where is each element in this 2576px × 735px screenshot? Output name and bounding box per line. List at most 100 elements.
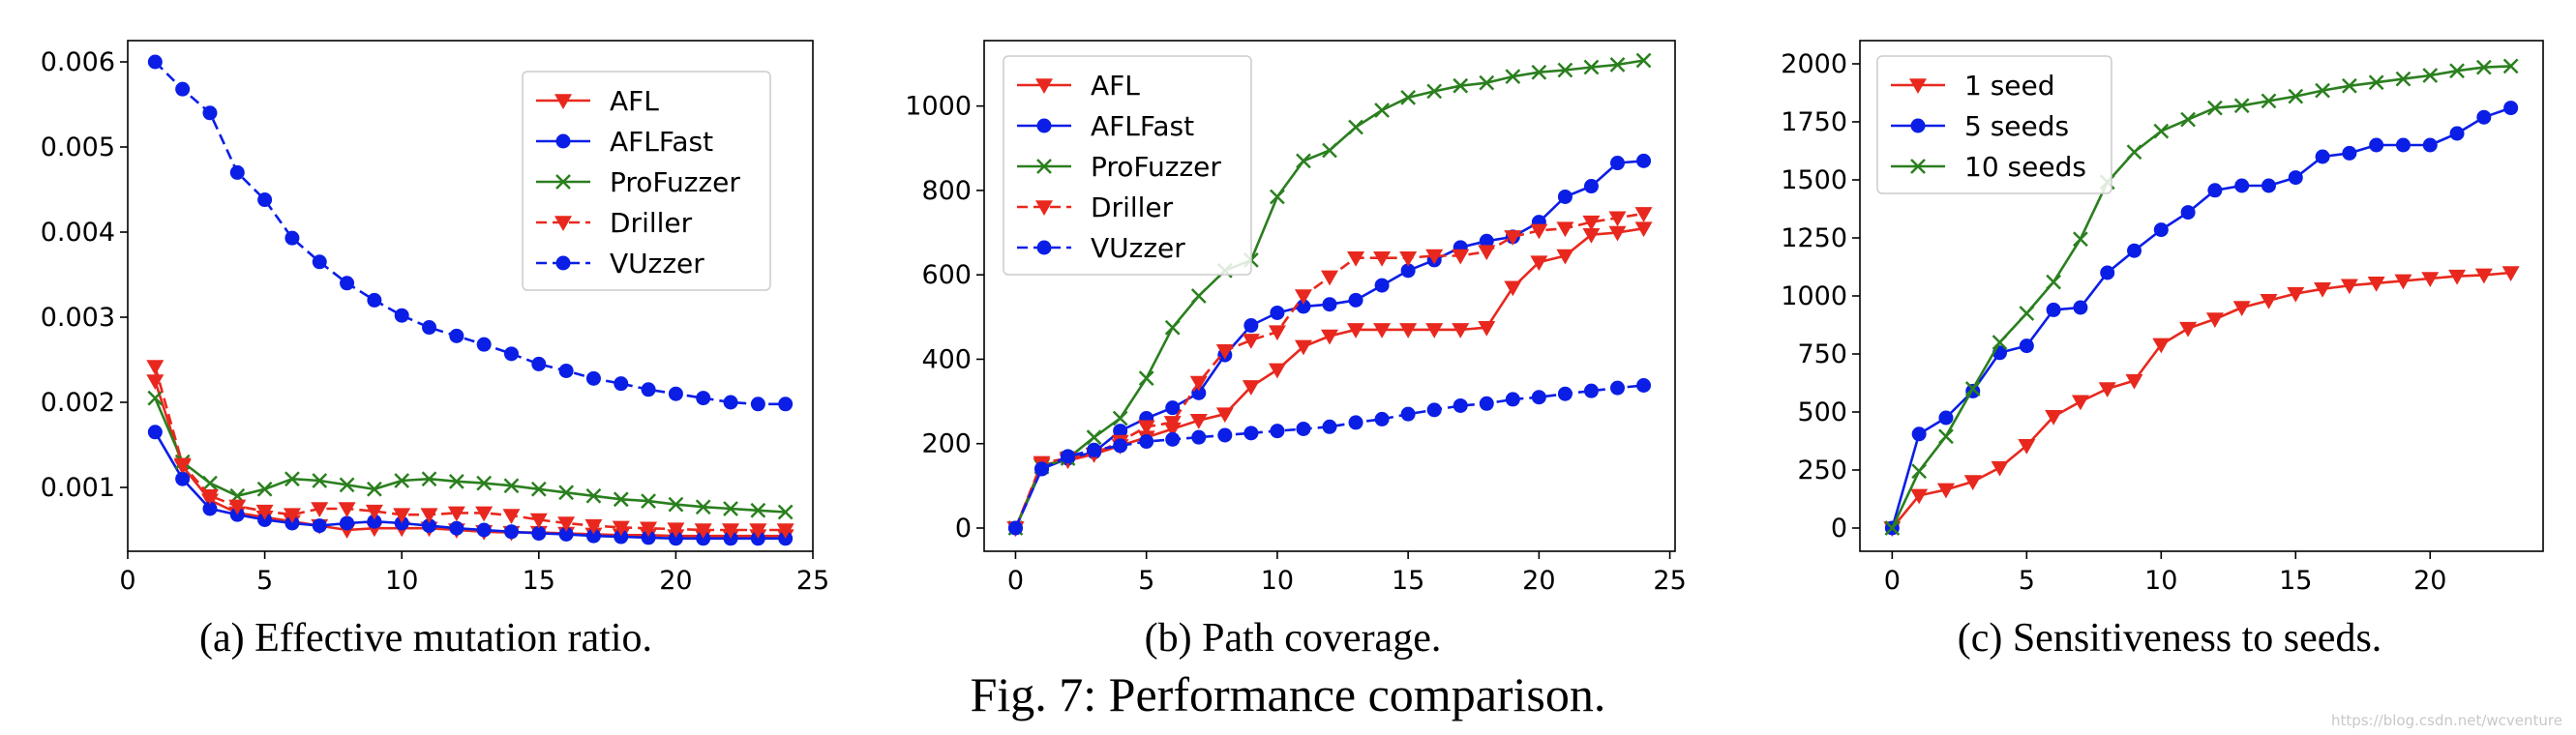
data-point-1-seed [2018, 439, 2036, 455]
data-point-vuzzer [531, 356, 547, 371]
data-point-vuzzer [614, 376, 629, 392]
legend-marker-profuzzer [555, 174, 571, 190]
data-point-profuzzer [1609, 56, 1626, 73]
data-point-driller [667, 522, 685, 539]
data-point-5-seeds [1911, 426, 1927, 442]
data-point-driller [1425, 249, 1444, 265]
data-point-1-seed [2394, 274, 2412, 290]
legend-label-vuzzer: VUzzer [1091, 232, 1185, 264]
legend-marker-aflfast [1036, 118, 1052, 133]
x-tick-label: 0 [119, 566, 135, 596]
data-point-profuzzer [585, 487, 602, 504]
data-point-driller [1634, 207, 1653, 222]
series-line-10-seeds [1891, 65, 2511, 529]
data-point-vuzzer [422, 320, 437, 336]
data-point-aflfast [1348, 292, 1363, 308]
data-point-driller [722, 523, 740, 539]
data-point-10-seeds [2180, 111, 2196, 128]
data-point-vuzzer [1322, 419, 1337, 434]
data-point-10-seeds [1938, 428, 1954, 445]
data-point-aflfast [1557, 189, 1573, 204]
data-point-10-seeds [2315, 82, 2330, 99]
x-tick-label: 15 [2279, 566, 2312, 596]
figure-caption: Fig. 7: Performance comparison. [971, 667, 1606, 721]
legend-marker-afl [554, 94, 572, 109]
series-profuzzer [147, 390, 794, 520]
y-tick-label: 1000 [1781, 281, 1847, 311]
data-point-aflfast [1296, 299, 1311, 314]
data-point-afl [1582, 227, 1601, 244]
data-point-aflfast [449, 520, 464, 536]
watermark: https://blog.csdn.net/wcventure [2331, 712, 2562, 729]
legend-label-driller: Driller [610, 207, 693, 239]
data-point-5-seeds [1938, 410, 1954, 426]
data-point-driller [1373, 250, 1392, 267]
data-point-driller [749, 523, 767, 539]
data-point-afl [1242, 380, 1260, 396]
legend-marker-driller [1035, 200, 1053, 216]
y-tick-label: 0.004 [41, 218, 115, 248]
x-tick-label: 25 [1653, 566, 1686, 596]
data-point-1-seed [1991, 460, 2009, 477]
data-point-vuzzer [449, 328, 464, 343]
data-point-profuzzer [1531, 64, 1547, 80]
y-tick-label: 0 [1831, 514, 1847, 544]
data-point-vuzzer [1426, 402, 1442, 418]
legend-label-1-seed: 1 seed [1964, 70, 2055, 102]
data-point-aflfast [422, 518, 437, 534]
chart-path-coverage: 0 5 10 15 20 25 0 200 400 600 800 1000 AFL AFLFast Pro… [905, 40, 1687, 596]
data-point-profuzzer [750, 502, 766, 518]
data-point-profuzzer [1322, 142, 1337, 159]
legend-marker-profuzzer [1036, 159, 1052, 174]
legend-label-vuzzer: VUzzer [610, 248, 704, 279]
series-line-aflfast [154, 431, 786, 541]
series-vuzzer [147, 54, 794, 412]
y-tick-label: 0.005 [41, 132, 115, 162]
data-point-5-seeds [2369, 137, 2384, 153]
data-point-5-seeds [2342, 145, 2357, 161]
data-point-driller [1268, 325, 1286, 341]
data-point-vuzzer [1453, 397, 1468, 413]
legend-marker-aflfast [555, 133, 571, 149]
x-tick-label: 20 [659, 566, 692, 596]
data-point-afl [1634, 221, 1653, 238]
data-point-driller [475, 506, 494, 522]
data-point-profuzzer [1296, 153, 1311, 169]
data-point-vuzzer [558, 363, 574, 378]
data-point-5-seeds [2127, 243, 2142, 258]
y-tick-label: 0.006 [41, 47, 115, 77]
data-point-driller [393, 508, 411, 524]
data-point-vuzzer [1479, 396, 1494, 411]
data-point-vuzzer [696, 391, 711, 406]
data-point-aflfast [175, 471, 191, 486]
data-point-vuzzer [175, 81, 191, 97]
data-point-1-seed [2232, 301, 2251, 316]
data-point-driller [1556, 221, 1574, 238]
data-point-aflfast [1583, 179, 1599, 194]
series-line-afl [154, 380, 786, 538]
data-point-profuzzer [1270, 189, 1285, 205]
x-tick-label: 10 [385, 566, 418, 596]
data-point-profuzzer [1583, 59, 1600, 75]
data-point-afl [1530, 255, 1548, 272]
data-point-5-seeds [2476, 109, 2492, 125]
data-point-driller [283, 508, 301, 524]
legend-label-aflfast: AFLFast [610, 126, 713, 158]
data-point-profuzzer [530, 481, 547, 497]
data-point-10-seeds [2449, 63, 2465, 79]
data-point-10-seeds [2502, 58, 2519, 74]
series-line-1-seed [1891, 271, 2511, 529]
data-point-vuzzer [229, 164, 245, 180]
data-point-profuzzer [1400, 90, 1417, 105]
data-point-5-seeds [2153, 222, 2169, 238]
data-point-driller [447, 506, 465, 522]
data-point-10-seeds [1911, 463, 1928, 480]
data-point-driller [1582, 215, 1601, 231]
data-point-vuzzer [750, 397, 765, 412]
data-point-driller [612, 520, 630, 537]
data-point-10-seeds [2475, 59, 2492, 75]
data-point-5-seeds [2073, 300, 2088, 315]
caption-path-coverage: (b) Path coverage. [1145, 616, 1442, 661]
data-point-1-seed [2152, 338, 2171, 354]
data-point-driller [146, 360, 165, 376]
